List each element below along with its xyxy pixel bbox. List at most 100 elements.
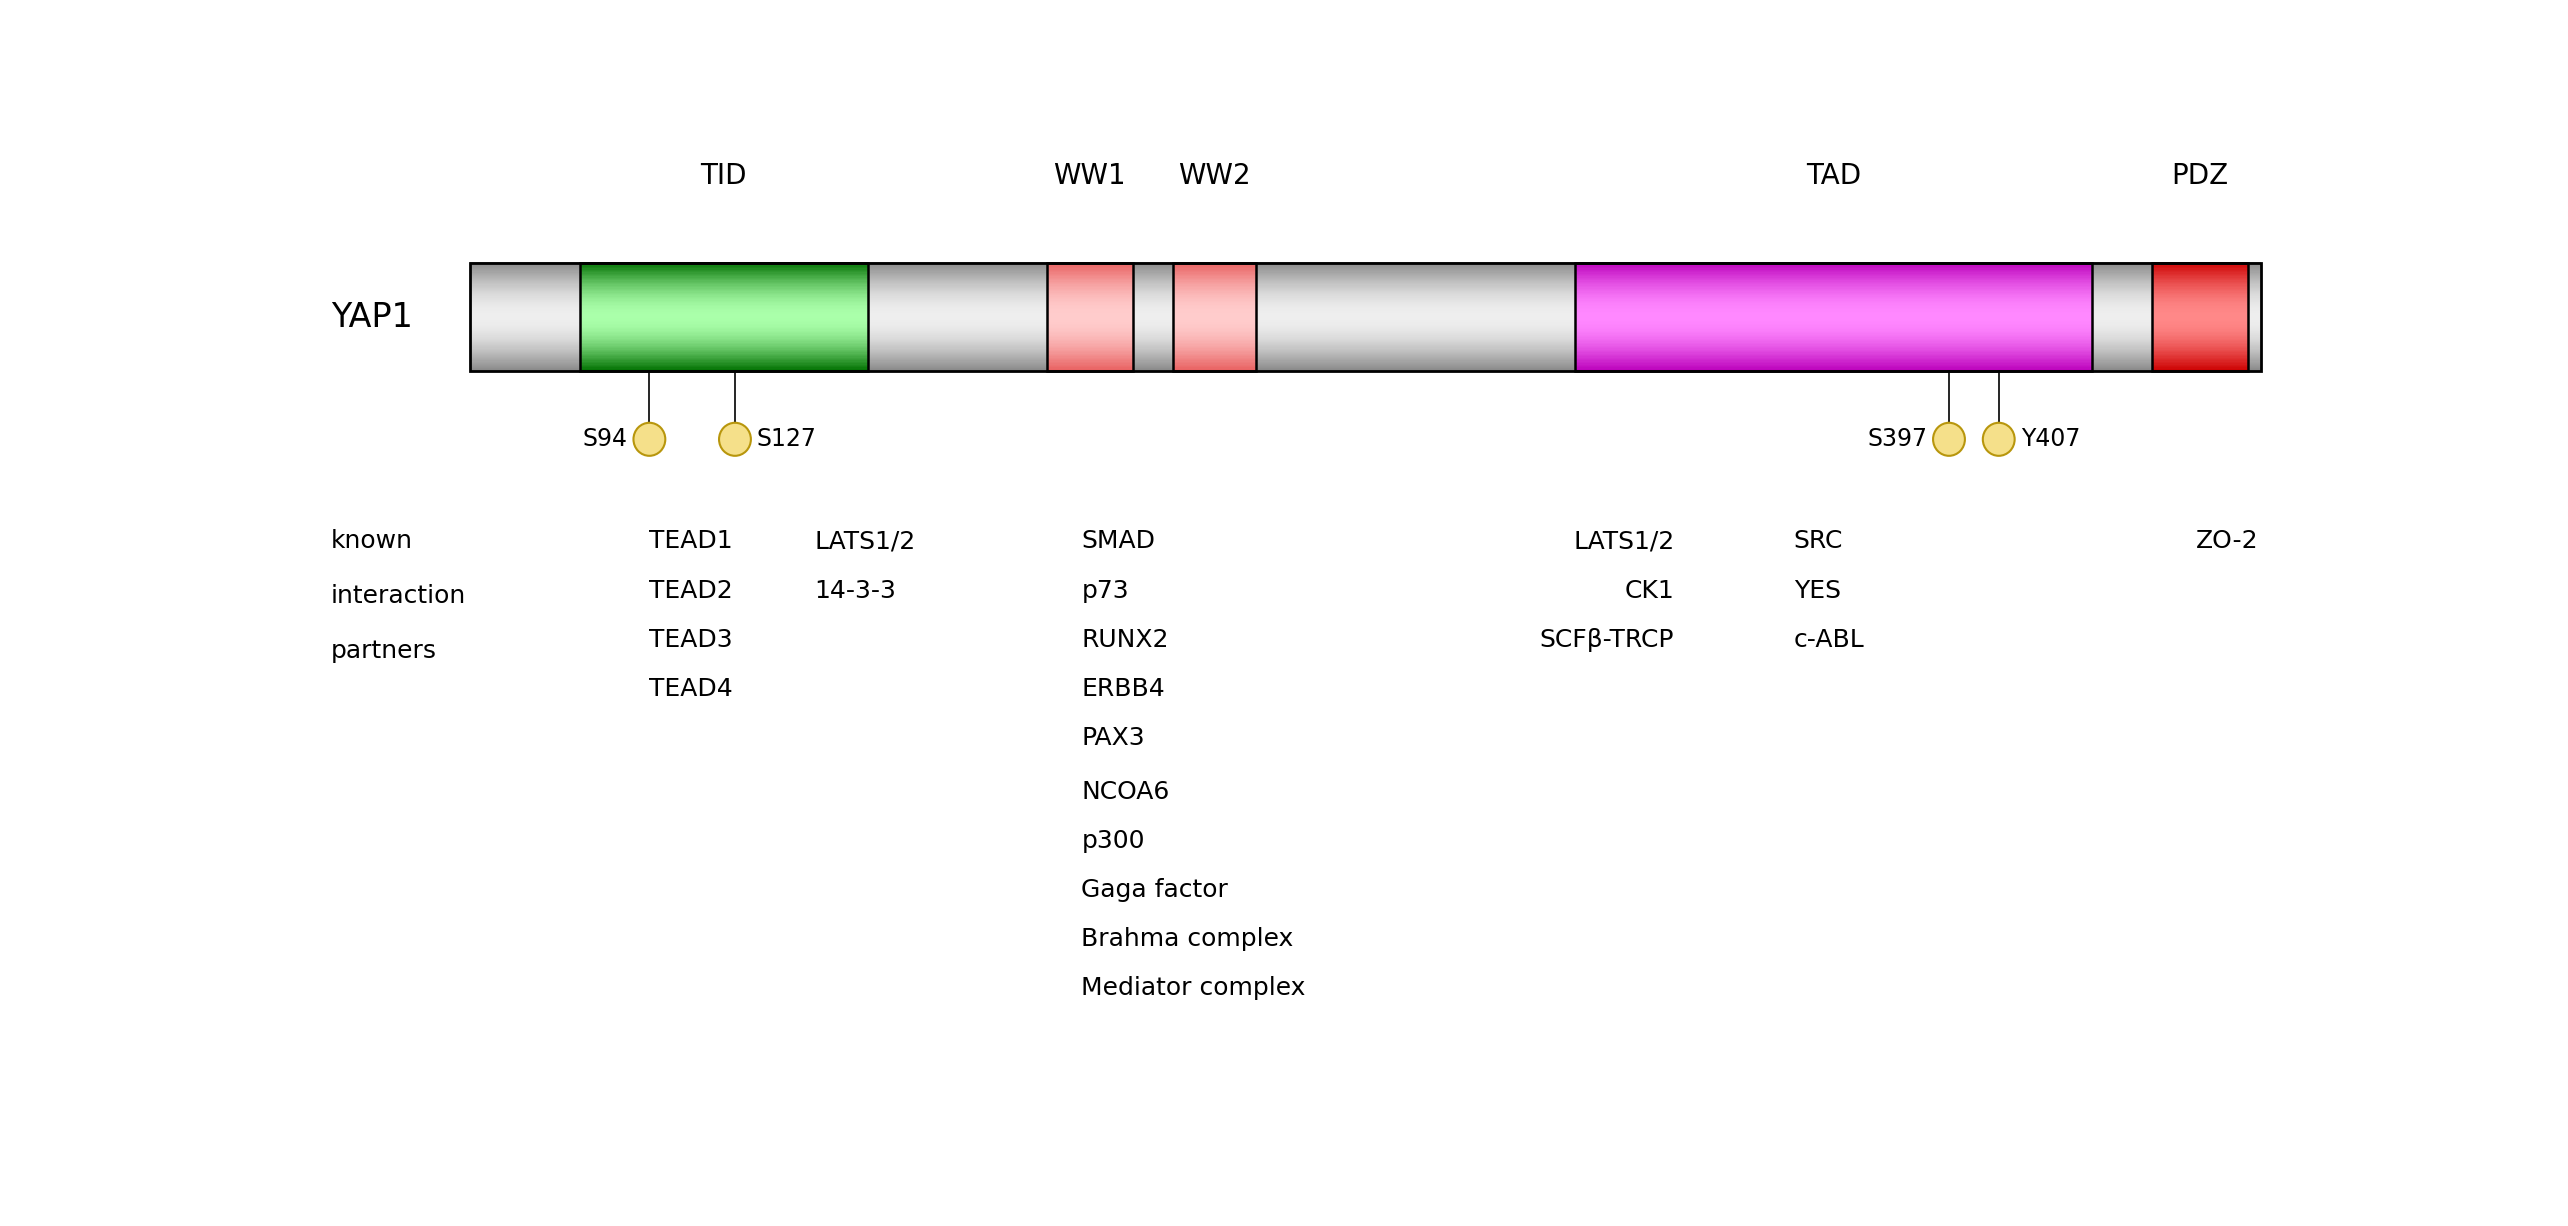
Bar <box>1174 298 1256 300</box>
Bar <box>2152 368 2247 370</box>
Bar <box>580 343 868 346</box>
Bar <box>1048 356 1132 358</box>
Bar <box>2152 292 2247 294</box>
Bar <box>580 335 868 337</box>
Bar <box>1048 281 1132 283</box>
Bar <box>1174 282 1256 284</box>
Text: Brahma complex: Brahma complex <box>1081 927 1294 951</box>
Text: TID: TID <box>698 162 747 190</box>
Bar <box>1048 268 1132 271</box>
Bar <box>1174 354 1256 357</box>
Bar <box>1574 264 2093 266</box>
Bar <box>1574 365 2093 368</box>
Bar <box>580 356 868 358</box>
Bar <box>1174 324 1256 326</box>
Bar <box>1174 284 1256 287</box>
Bar <box>1574 302 2093 304</box>
Bar <box>1048 359 1132 362</box>
Bar <box>1174 270 1256 272</box>
Bar <box>1048 322 1132 325</box>
Bar <box>580 345 868 347</box>
Bar <box>470 330 2262 332</box>
Bar <box>580 332 868 335</box>
Bar <box>470 358 2262 360</box>
Ellipse shape <box>1934 423 1965 456</box>
Bar <box>470 322 2262 325</box>
Bar <box>1574 288 2093 289</box>
Bar <box>1574 286 2093 288</box>
Bar <box>1048 297 1132 299</box>
Bar <box>470 310 2262 313</box>
Bar <box>1574 367 2093 369</box>
Bar <box>470 266 2262 268</box>
Bar <box>2152 362 2247 364</box>
Bar <box>2152 326 2247 327</box>
Bar <box>470 329 2262 331</box>
Bar <box>1574 358 2093 360</box>
Bar <box>470 345 2262 347</box>
Bar <box>580 314 868 315</box>
Bar <box>2152 276 2247 278</box>
Bar <box>1574 352 2093 353</box>
Bar <box>580 367 868 369</box>
Bar <box>1574 351 2093 352</box>
Text: Gaga factor: Gaga factor <box>1081 878 1228 902</box>
Bar <box>580 316 868 319</box>
Bar <box>580 315 868 318</box>
Bar <box>2152 335 2247 337</box>
Bar <box>580 300 868 302</box>
Bar <box>1174 294 1256 297</box>
Bar <box>1174 276 1256 278</box>
Bar <box>580 303 868 305</box>
Bar <box>580 276 868 278</box>
Bar <box>2152 308 2247 310</box>
Bar <box>1574 313 2093 314</box>
Bar <box>1048 346 1132 348</box>
Bar <box>580 268 868 271</box>
Bar <box>1174 335 1256 337</box>
Bar <box>1048 272 1132 275</box>
Bar <box>1174 264 1256 266</box>
Bar <box>1174 326 1256 327</box>
Bar <box>1174 345 1256 347</box>
Text: SMAD: SMAD <box>1081 530 1156 553</box>
Bar <box>470 326 2262 327</box>
Bar <box>1574 369 2093 371</box>
Bar <box>470 302 2262 304</box>
Bar <box>580 327 868 330</box>
Bar <box>2152 353 2247 356</box>
Bar <box>1048 342 1132 345</box>
Bar <box>580 346 868 348</box>
Bar <box>1574 319 2093 321</box>
Bar <box>580 288 868 289</box>
Bar <box>470 364 2262 365</box>
Bar <box>1174 346 1256 348</box>
Bar <box>470 368 2262 370</box>
Bar <box>1048 283 1132 286</box>
Bar <box>1574 262 2093 371</box>
Bar <box>1048 306 1132 309</box>
Bar <box>2152 324 2247 326</box>
Bar <box>470 352 2262 354</box>
Bar <box>580 266 868 268</box>
Bar <box>1174 342 1256 345</box>
Bar <box>1048 326 1132 327</box>
Bar <box>1174 351 1256 352</box>
Bar <box>1048 367 1132 369</box>
Bar <box>1574 277 2093 280</box>
Bar <box>1574 309 2093 311</box>
Bar <box>470 340 2262 342</box>
Bar <box>1574 268 2093 271</box>
Text: known: known <box>331 530 413 553</box>
Bar <box>470 333 2262 336</box>
Bar <box>1174 310 1256 313</box>
Bar <box>1174 305 1256 308</box>
Bar <box>1174 353 1256 356</box>
Bar <box>1174 300 1256 302</box>
Bar <box>580 262 868 264</box>
Bar <box>1574 332 2093 335</box>
Bar <box>1048 310 1132 313</box>
Bar <box>580 267 868 270</box>
Bar <box>580 298 868 300</box>
Bar <box>1574 305 2093 308</box>
